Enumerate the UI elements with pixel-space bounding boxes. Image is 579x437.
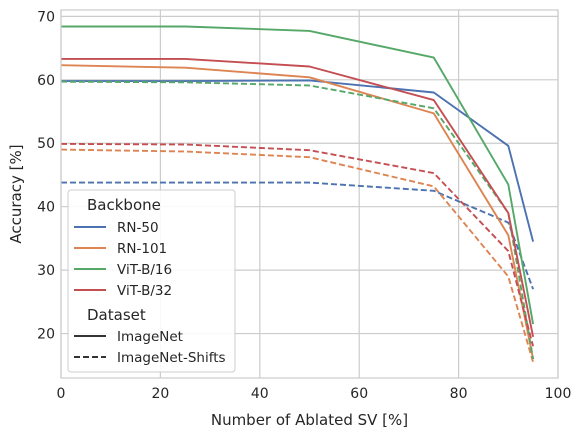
- axis-ticks: 0 20 40 60 80 100 20 30 40 50 60 70: [37, 9, 571, 402]
- series-line-rn-50-imagenet: [61, 79, 535, 242]
- series-line-vit-b-32-imagenet: [61, 57, 535, 337]
- x-tick-label: 40: [251, 386, 269, 402]
- legend-box: [67, 189, 236, 373]
- series-line-rn-50-imagenet-shifts: [61, 181, 534, 290]
- series-line-rn-101-imagenet: [60, 64, 535, 360]
- legend-label-rn-50: RN-50: [117, 220, 159, 236]
- x-tick-label: 20: [151, 386, 169, 402]
- y-tick-label: 40: [37, 200, 55, 216]
- x-tick-label: 60: [350, 386, 368, 402]
- x-tick-label: 80: [450, 386, 468, 402]
- legend-backbone-title: Backbone: [87, 196, 161, 214]
- legend-label-rn-101: RN-101: [117, 241, 167, 257]
- y-tick-label: 30: [37, 263, 55, 279]
- y-tick-label: 50: [37, 136, 55, 152]
- legend-label-imagenet: ImageNet: [117, 329, 183, 345]
- legend-dataset-title: Dataset: [87, 306, 146, 324]
- legend: Backbone Dataset RN-50 RN-101 ViT-B/16 ViT-…: [67, 189, 236, 373]
- y-tick-label: 20: [37, 327, 55, 343]
- legend-label-vit-b-16: ViT-B/16: [117, 262, 172, 278]
- x-tick-label: 100: [545, 386, 572, 402]
- x-axis-label: Number of Ablated SV [%]: [211, 411, 408, 429]
- y-tick-label: 70: [37, 9, 55, 25]
- legend-entries: RN-50 RN-101 ViT-B/16 ViT-B/32 ImageNet Image…: [74, 220, 226, 366]
- y-axis-label: Accuracy [%]: [7, 144, 25, 243]
- x-tick-label: 0: [57, 386, 66, 402]
- legend-label-vit-b-32: ViT-B/32: [117, 283, 172, 299]
- series-line-rn-101-imagenet-shifts: [60, 148, 535, 363]
- series-lines: [60, 25, 535, 363]
- series-line-vit-b-32-imagenet-shifts: [60, 142, 535, 347]
- y-tick-label: 60: [37, 73, 55, 89]
- plot-frame: [60, 9, 559, 379]
- series-line-vit-b-16-imagenet: [61, 25, 535, 325]
- legend-label-imagenet-shifts: ImageNet-Shifts: [117, 350, 226, 366]
- series-line-vit-b-16-imagenet-shifts: [60, 80, 535, 360]
